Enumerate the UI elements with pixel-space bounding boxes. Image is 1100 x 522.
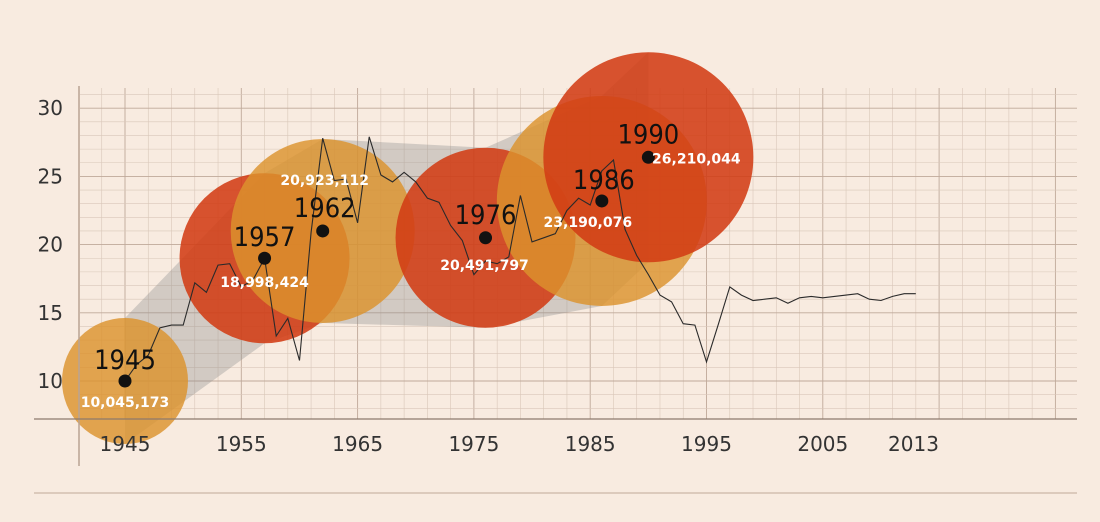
marker-1990 [641,150,655,164]
value-label-1986: 23,190,076 [544,215,633,231]
x-tick-label: 2013 [888,432,939,456]
markers [118,150,655,388]
year-label-1957: 1957 [234,222,296,253]
x-tick-label: 1965 [332,432,383,456]
value-label-1962: 20,923,112 [280,173,369,189]
x-tick-label: 2005 [797,432,848,456]
marker-1945 [118,374,132,388]
year-label-1945: 1945 [94,345,156,376]
year-label-1962: 1962 [294,193,356,224]
marker-1962 [316,224,330,238]
y-tick-label: 15 [38,301,63,325]
year-label-1986: 1986 [573,165,635,196]
series-line [124,136,916,382]
x-tick-label: 1985 [565,432,616,456]
value-label-1957: 18,998,424 [220,275,309,291]
y-tick-label: 20 [38,233,63,257]
x-tick-label: 1945 [100,432,151,456]
labels: 1945 10,045,173 1957 18,998,424 1962 20,923,1… [81,119,741,411]
axes: 1945 1955 1965 1975 1985 1995 2005 2013 10 15 20 25… [34,86,1077,494]
value-label-1945: 10,045,173 [81,395,170,411]
year-label-1976: 1976 [455,200,517,231]
value-label-1990: 26,210,044 [652,151,741,167]
marker-1986 [595,194,609,208]
y-tick-label: 25 [38,164,63,188]
series [124,136,916,382]
y-tick-label: 30 [38,96,63,120]
value-label-1976: 20,491,797 [440,258,529,274]
marker-1957 [258,251,272,265]
x-tick-label: 1975 [448,432,499,456]
x-tick-label: 1995 [681,432,732,456]
bubbles [62,52,754,444]
y-tick-label: 10 [38,369,63,393]
x-tick-label: 1955 [216,432,267,456]
marker-1976 [479,231,493,245]
year-label-1990: 1990 [617,119,679,150]
